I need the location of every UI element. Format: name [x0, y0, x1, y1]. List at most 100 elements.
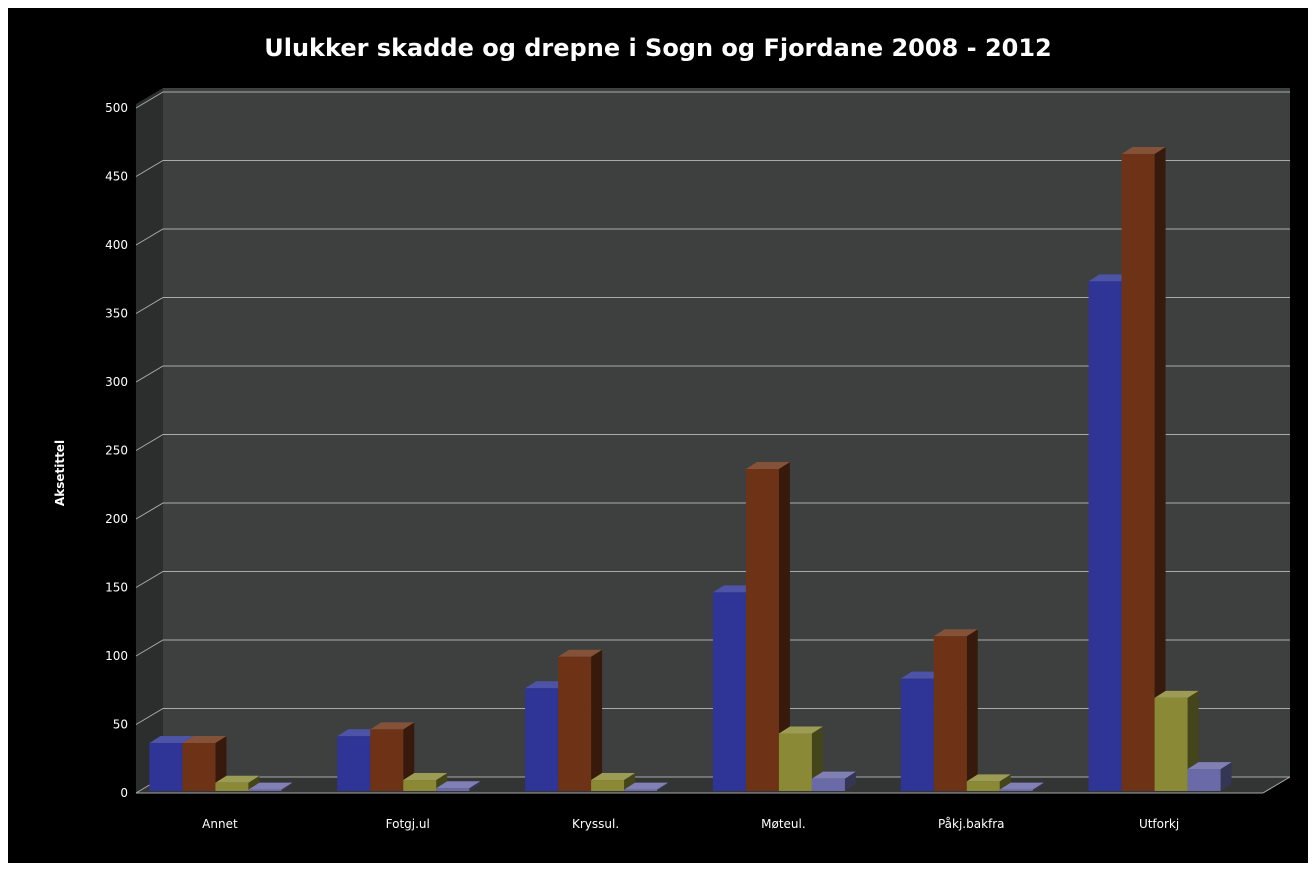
bar-top [745, 462, 790, 470]
bar-top [370, 722, 415, 730]
chart-frame: 0 50 100 150 200 250 300 350 400 450 500 Annet Fotg… [8, 8, 1308, 863]
bar-top [558, 649, 603, 657]
bar-side [999, 774, 1011, 791]
grid-line [135, 434, 1290, 451]
y-tick-label: 50 [113, 718, 128, 732]
bar-side [624, 773, 636, 791]
bar-front [778, 733, 812, 791]
bar [933, 629, 978, 791]
bar-front [182, 743, 216, 791]
grid-line [135, 365, 1290, 383]
bar-side [591, 649, 603, 791]
bar-top [591, 773, 636, 781]
bar-front [403, 780, 437, 791]
grid-line [135, 228, 1290, 246]
bar-side [281, 782, 293, 791]
bar-front [933, 636, 967, 791]
bar-front [248, 789, 282, 791]
y-tick-label: 500 [105, 101, 128, 115]
grid-line [135, 571, 1290, 588]
bar-side [1154, 146, 1166, 791]
y-tick-label: 100 [105, 649, 128, 663]
bar-top [778, 726, 823, 734]
bar-top [999, 782, 1044, 790]
bar-side [215, 736, 227, 791]
chart-title: Ulukker skadde og drepne i Sogn og Fjord… [264, 34, 1052, 62]
bar-top [811, 771, 856, 779]
bar [182, 736, 227, 791]
bars [149, 146, 1232, 791]
bar-side [844, 771, 856, 791]
bar-side [1032, 782, 1044, 791]
bar-front [999, 789, 1033, 791]
bar [811, 771, 856, 791]
y-tick-label: 0 [120, 786, 128, 800]
x-category-label: Utforkj [1139, 817, 1179, 831]
y-tick-label: 200 [105, 512, 128, 526]
x-category-label: Påkj.bakfra [938, 817, 1005, 831]
bar-top [933, 629, 978, 637]
bar-front [337, 736, 371, 791]
bar-top [403, 773, 448, 781]
bar [436, 781, 481, 791]
bar-top [966, 774, 1011, 782]
bar-side [469, 781, 481, 791]
bar-front [558, 656, 592, 791]
bar-front [591, 780, 625, 791]
grid-line [135, 297, 1290, 314]
bar-top [624, 782, 669, 790]
bar [624, 782, 669, 791]
bar-front [712, 592, 746, 791]
bar [745, 462, 790, 791]
bar-front [1187, 769, 1221, 791]
bar-front [624, 789, 658, 791]
grid-line [135, 639, 1290, 657]
x-axis-categories: Annet Fotgj.ul Kryssul. Møteul. Påkj.bakfra U… [202, 817, 1179, 831]
bar-front [525, 688, 559, 791]
grid-line [135, 160, 1290, 177]
bar-top [1121, 146, 1166, 154]
bar [370, 722, 415, 791]
bar-side [657, 782, 669, 791]
bar-top [436, 781, 481, 789]
y-tick-label: 250 [105, 444, 128, 458]
bar-front [900, 678, 934, 791]
y-tick-label: 350 [105, 307, 128, 321]
bar-top [149, 736, 194, 744]
bar-top [182, 736, 227, 744]
bar-front [745, 469, 779, 791]
x-category-label: Møteul. [761, 817, 806, 831]
bar [999, 782, 1044, 791]
bar [591, 773, 636, 791]
bar-front [215, 782, 249, 791]
bar-top [215, 775, 260, 783]
bar-front [370, 729, 404, 791]
bar-front [811, 778, 845, 791]
bar-top [1187, 762, 1232, 770]
y-tick-label: 150 [105, 581, 128, 595]
bar-front [1088, 281, 1122, 791]
bar [1154, 690, 1199, 791]
bar-front [149, 743, 183, 791]
bar [966, 774, 1011, 791]
bar-top [1154, 690, 1199, 698]
bar-side [403, 722, 415, 791]
bar-side [778, 462, 790, 791]
grid-line [135, 502, 1290, 520]
bar-front [436, 788, 470, 791]
back-wall [163, 88, 1290, 777]
bar-side [1220, 762, 1232, 791]
bar [1121, 146, 1166, 791]
bar [248, 782, 293, 791]
x-category-label: Fotgj.ul [386, 817, 430, 831]
bar [558, 649, 603, 791]
x-category-label: Kryssul. [572, 817, 619, 831]
bar-front [1154, 697, 1188, 791]
x-category-label: Annet [202, 817, 238, 831]
bar-front [1121, 153, 1155, 791]
bar [1187, 762, 1232, 791]
y-axis-title: Aksetittel [53, 440, 67, 506]
bar-front [966, 781, 1000, 791]
bar-chart: 0 50 100 150 200 250 300 350 400 450 500 Annet Fotg… [53, 34, 1291, 831]
y-tick-label: 400 [105, 238, 128, 252]
